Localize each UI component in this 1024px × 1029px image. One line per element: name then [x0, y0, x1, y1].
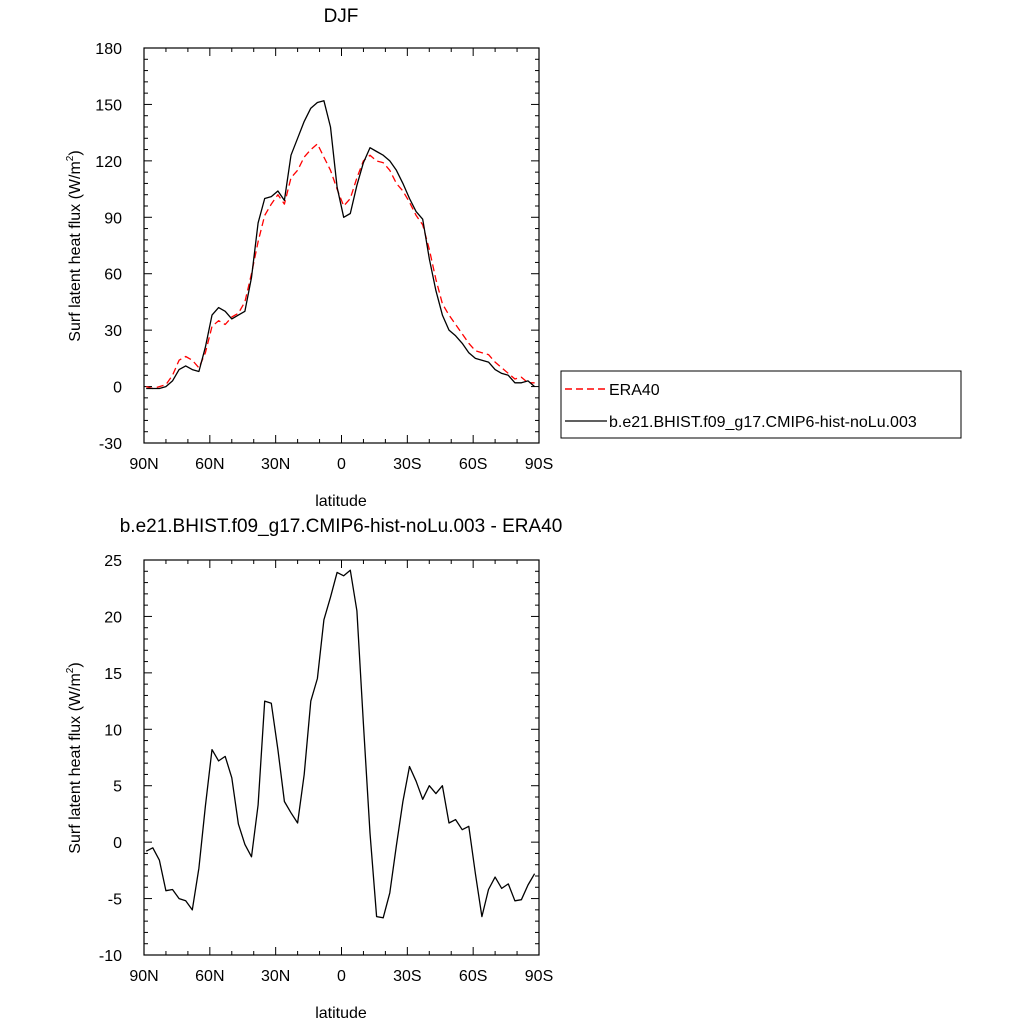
chart-title: b.e21.BHIST.f09_g17.CMIP6-hist-noLu.003 … [120, 516, 563, 537]
plot-area: -10 -5 0 5 10 15 20 25 90N 60N 30N 0 30S 60S 90S [99, 553, 553, 985]
series-line-difference [145, 569, 536, 919]
y-axis-label-close: ) [67, 150, 84, 155]
y-axis-label-text: Surf latent heat flux (W/m [67, 673, 84, 854]
series-line-era40 [146, 143, 535, 390]
x-tick-label: 60N [195, 968, 224, 985]
legend-label-era40: ERA40 [609, 382, 660, 399]
y-axis-label-superscript: 2 [65, 667, 76, 673]
x-tick-label: 60S [459, 968, 487, 985]
legend-box [560, 370, 962, 439]
x-tick-label: 90S [525, 968, 553, 985]
y-tick-label: 15 [104, 666, 122, 683]
plot-frame [143, 47, 540, 444]
y-tick-label: 10 [104, 722, 122, 739]
x-tick-label: 90N [129, 456, 158, 473]
legend-label-model: b.e21.BHIST.f09_g17.CMIP6-hist-noLu.003 [609, 414, 917, 431]
y-tick-label: -30 [99, 436, 122, 453]
panel-bottom: b.e21.BHIST.f09_g17.CMIP6-hist-noLu.003 … [65, 516, 562, 1022]
y-axis-label-close: ) [67, 662, 84, 667]
y-tick-label: 0 [113, 380, 122, 397]
y-tick-label: 30 [104, 323, 122, 340]
y-tick-label: 60 [104, 267, 122, 284]
x-tick-label: 90N [129, 968, 158, 985]
x-tick-label: 60N [195, 456, 224, 473]
x-axis-label: latitude [315, 1005, 367, 1022]
y-tick-label: -10 [99, 948, 122, 965]
y-tick-label: 0 [113, 835, 122, 852]
x-tick-label: 60S [459, 456, 487, 473]
x-tick-label: 30N [261, 456, 290, 473]
y-axis-label-text: Surf latent heat flux (W/m [67, 161, 84, 342]
series-line-model [146, 100, 536, 390]
y-axis-label: Surf latent heat flux (W/m2) [65, 150, 84, 341]
legend: ERA40 b.e21.BHIST.f09_g17.CMIP6-hist-noL… [560, 370, 962, 439]
y-tick-label: 25 [104, 553, 122, 570]
x-tick-label: 90S [525, 456, 553, 473]
panel-top: DJF -30 0 30 60 90 120 150 180 90N 60N 30N 0 30S 60S 9… [65, 6, 962, 510]
x-tick-label: 0 [337, 456, 346, 473]
plot-frame [143, 559, 540, 956]
x-axis-label: latitude [315, 493, 367, 510]
x-tick-label: 30S [393, 456, 421, 473]
x-tick-label: 0 [337, 968, 346, 985]
x-tick-label: 30S [393, 968, 421, 985]
y-tick-label: -5 [108, 892, 122, 909]
y-tick-label: 180 [95, 41, 122, 58]
plot-area: -30 0 30 60 90 120 150 180 90N 60N 30N 0 30S 60S 90S [95, 41, 553, 473]
x-tick-label: 30N [261, 968, 290, 985]
y-tick-label: 5 [113, 779, 122, 796]
chart-title: DJF [324, 6, 359, 27]
y-tick-label: 150 [95, 97, 122, 114]
y-axis-label-superscript: 2 [65, 155, 76, 161]
y-tick-label: 20 [104, 609, 122, 626]
y-axis-label: Surf latent heat flux (W/m2) [65, 662, 84, 853]
y-tick-label: 90 [104, 210, 122, 227]
y-tick-label: 120 [95, 154, 122, 171]
